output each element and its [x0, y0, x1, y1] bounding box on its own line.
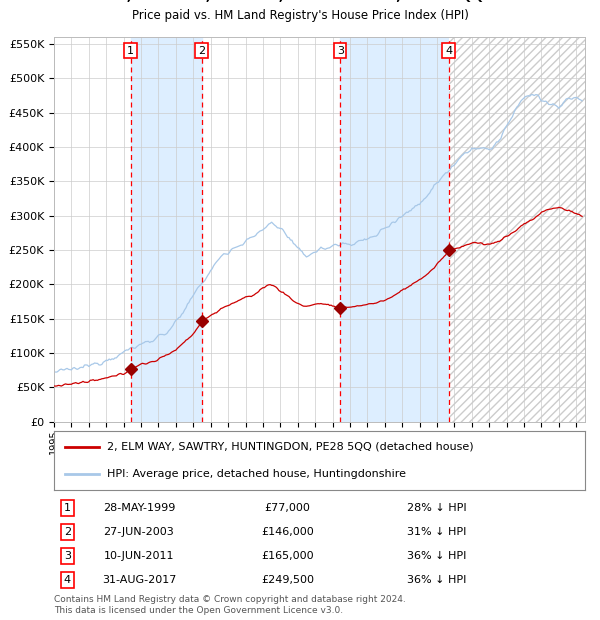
Text: Contains HM Land Registry data © Crown copyright and database right 2024.: Contains HM Land Registry data © Crown c… [54, 595, 406, 604]
Text: 2: 2 [64, 527, 71, 537]
Text: 36% ↓ HPI: 36% ↓ HPI [407, 575, 466, 585]
Text: This data is licensed under the Open Government Licence v3.0.: This data is licensed under the Open Gov… [54, 606, 343, 615]
Text: 1: 1 [127, 46, 134, 56]
Text: Price paid vs. HM Land Registry's House Price Index (HPI): Price paid vs. HM Land Registry's House … [131, 9, 469, 22]
Text: 2, ELM WAY, SAWTRY, HUNTINGDON, PE28 5QQ: 2, ELM WAY, SAWTRY, HUNTINGDON, PE28 5QQ [116, 0, 484, 3]
Text: 31% ↓ HPI: 31% ↓ HPI [407, 527, 466, 537]
Text: £249,500: £249,500 [261, 575, 314, 585]
Text: HPI: Average price, detached house, Huntingdonshire: HPI: Average price, detached house, Hunt… [107, 469, 406, 479]
Text: 27-JUN-2003: 27-JUN-2003 [104, 527, 175, 537]
Text: 10-JUN-2011: 10-JUN-2011 [104, 551, 174, 561]
Text: 3: 3 [64, 551, 71, 561]
Text: £165,000: £165,000 [262, 551, 314, 561]
Bar [131, 37, 202, 422]
Text: 3: 3 [337, 46, 344, 56]
Text: 28% ↓ HPI: 28% ↓ HPI [407, 503, 466, 513]
Text: 1: 1 [64, 503, 71, 513]
Text: £146,000: £146,000 [261, 527, 314, 537]
Text: 4: 4 [64, 575, 71, 585]
Bar [449, 37, 585, 422]
Text: 2, ELM WAY, SAWTRY, HUNTINGDON, PE28 5QQ (detached house): 2, ELM WAY, SAWTRY, HUNTINGDON, PE28 5QQ… [107, 442, 474, 452]
Text: 4: 4 [445, 46, 452, 56]
Text: £77,000: £77,000 [265, 503, 311, 513]
Text: 36% ↓ HPI: 36% ↓ HPI [407, 551, 466, 561]
Text: 31-AUG-2017: 31-AUG-2017 [102, 575, 176, 585]
Bar [340, 37, 449, 422]
Text: 28-MAY-1999: 28-MAY-1999 [103, 503, 175, 513]
Text: 2: 2 [198, 46, 205, 56]
